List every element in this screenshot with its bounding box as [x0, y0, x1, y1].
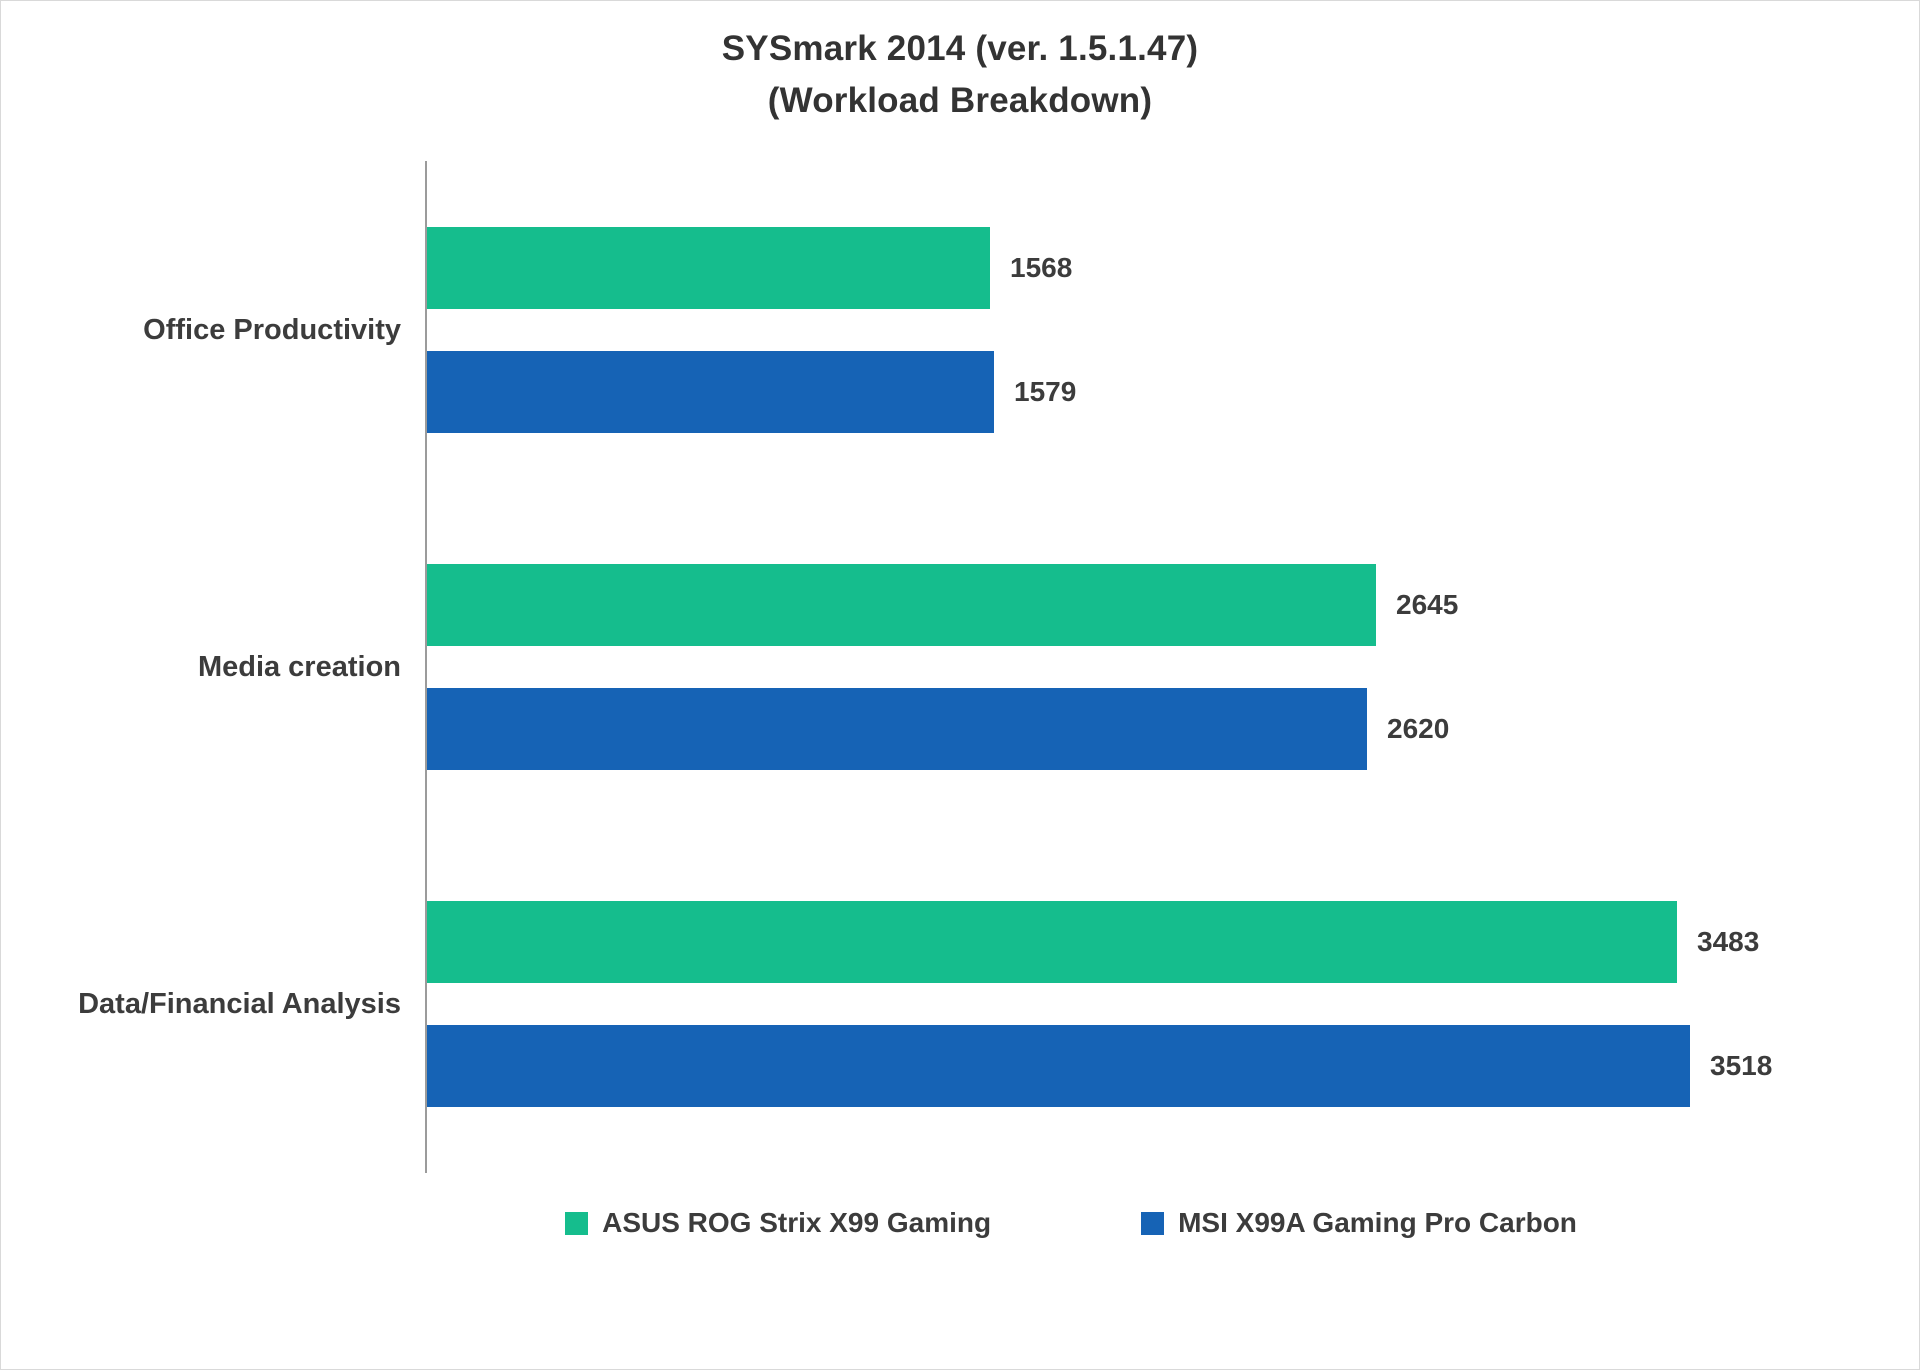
legend-label: ASUS ROG Strix X99 Gaming	[602, 1207, 992, 1238]
bar-series2	[427, 687, 1367, 770]
bar-series1	[427, 900, 1677, 983]
bar-series1	[427, 226, 990, 309]
legend-label: MSI X99A Gaming Pro Carbon	[1178, 1207, 1577, 1238]
category-label: Office Productivity	[143, 313, 401, 346]
chart-subtitle: (Workload Breakdown)	[767, 81, 1153, 120]
chart-title: SYSmark 2014 (ver. 1.5.1.47)	[721, 29, 1199, 68]
bar-value-label: 3483	[1697, 925, 1760, 957]
legend: ASUS ROG Strix X99 Gaming MSI X99A Gaming…	[425, 1207, 1717, 1239]
category-label: Media creation	[197, 650, 401, 683]
bar-series2	[427, 1024, 1690, 1107]
bar-series2	[427, 350, 994, 433]
bar-value-label: 1579	[1014, 375, 1077, 407]
bar-value-label: 1568	[1010, 251, 1073, 283]
category-label: Data/Financial Analysis	[78, 987, 401, 1020]
bar-value-label: 2620	[1387, 712, 1450, 744]
y-axis-line	[425, 161, 427, 1173]
legend-item: MSI X99A Gaming Pro Carbon	[1141, 1207, 1577, 1239]
plot-area: Office Productivity 1568 1579 Media creatio…	[1, 161, 1919, 1173]
legend-swatch-icon	[565, 1211, 589, 1235]
legend-item: ASUS ROG Strix X99 Gaming	[565, 1207, 991, 1239]
bar-value-label: 3518	[1710, 1049, 1773, 1081]
legend-swatch-icon	[1141, 1211, 1165, 1235]
bar-value-label: 2645	[1396, 588, 1459, 620]
bar-series1	[427, 563, 1376, 646]
